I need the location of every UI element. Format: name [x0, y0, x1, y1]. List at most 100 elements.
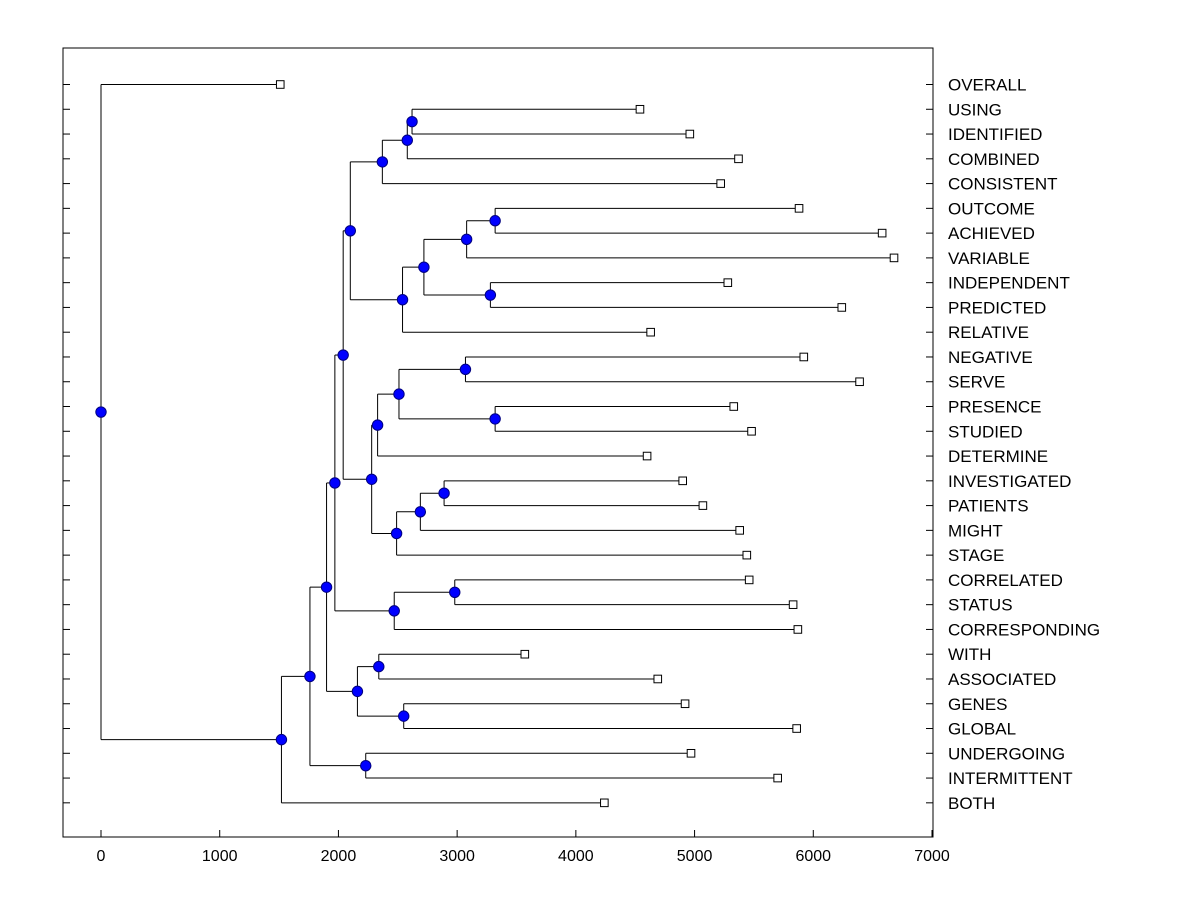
- merge-node: [371, 419, 384, 431]
- leaf-marker: [799, 352, 809, 362]
- merge-node: [396, 293, 409, 306]
- merge-node: [360, 759, 372, 772]
- leaf-label: PREDICTED: [948, 298, 1046, 317]
- leaf-marker: [685, 129, 695, 139]
- merge-nodes: [95, 115, 501, 772]
- leaf-label: UNDERGOING: [948, 744, 1065, 763]
- leaf-marker: [734, 154, 743, 164]
- x-tick-label: 7000: [914, 848, 950, 865]
- x-tick-label: 6000: [795, 848, 831, 865]
- dendrogram-branches: [100, 84, 895, 804]
- merge-node: [438, 487, 450, 499]
- merge-node: [398, 710, 410, 722]
- leaf-marker: [520, 649, 530, 659]
- leaf-label: INTERMITTENT: [948, 769, 1073, 788]
- leaf-marker: [792, 724, 801, 733]
- leaf-label: OUTCOME: [948, 199, 1035, 218]
- merge-node: [401, 134, 413, 146]
- merge-node: [373, 660, 385, 673]
- leaf-label: SERVE: [948, 373, 1005, 392]
- leaf-label: VARIABLE: [948, 249, 1030, 268]
- merge-node: [351, 685, 364, 698]
- leaf-marker: [747, 426, 756, 436]
- merge-node: [344, 225, 356, 237]
- leaf-label: BOTH: [948, 794, 995, 813]
- merge-node: [320, 581, 333, 593]
- y-axis-ticks: [63, 84, 933, 804]
- merge-node: [489, 413, 501, 425]
- leaf-marker: [646, 327, 655, 337]
- leaf-marker: [794, 204, 804, 213]
- leaf-label: DETERMINE: [948, 447, 1048, 466]
- merge-node: [365, 473, 378, 485]
- leaf-marker: [600, 798, 609, 808]
- leaf-marker: [698, 501, 708, 510]
- leaf-marker: [635, 104, 645, 114]
- merge-node: [484, 289, 497, 301]
- x-tick-label: 1000: [202, 848, 238, 865]
- leaf-marker: [788, 600, 798, 609]
- leaf-label: INVESTIGATED: [948, 472, 1071, 491]
- leaf-marker: [653, 674, 663, 684]
- merge-node: [460, 233, 473, 246]
- merge-node: [406, 115, 418, 128]
- merge-node: [376, 156, 389, 168]
- leaf-label: CONSISTENT: [948, 175, 1058, 194]
- leaf-label: ASSOCIATED: [948, 670, 1056, 689]
- leaf-marker: [275, 80, 285, 89]
- leaf-marker: [680, 699, 690, 709]
- leaf-marker: [855, 377, 864, 387]
- leaf-label: GENES: [948, 695, 1008, 714]
- leaf-marker: [889, 253, 899, 263]
- leaf-label: STATUS: [948, 596, 1013, 615]
- merge-node: [329, 477, 341, 489]
- leaf-marker: [837, 303, 847, 312]
- leaf-label: IDENTIFIED: [948, 125, 1042, 144]
- leaf-marker: [723, 278, 733, 287]
- x-axis: 0 1000 2000 3000 4000 5000 6000 7000: [97, 830, 950, 865]
- leaf-label: STUDIED: [948, 422, 1023, 441]
- leaf-marker: [793, 625, 803, 634]
- leaf-label: WITH: [948, 645, 991, 664]
- leaf-labels: OVERALL USING IDENTIFIED COMBINED CONSISTENT…: [948, 76, 1100, 813]
- leaf-label: GLOBAL: [948, 720, 1016, 739]
- leaf-label: OVERALL: [948, 76, 1026, 95]
- leaf-label: USING: [948, 100, 1002, 119]
- leaf-marker: [686, 748, 696, 758]
- x-tick-label: 3000: [439, 848, 475, 865]
- leaf-label: COMBINED: [948, 150, 1040, 169]
- leaf-label: RELATIVE: [948, 323, 1029, 342]
- leaf-label: MIGHT: [948, 521, 1003, 540]
- leaf-marker: [735, 526, 744, 535]
- leaf-marker: [744, 575, 754, 585]
- merge-node: [275, 733, 288, 746]
- leaf-label: ACHIEVED: [948, 224, 1035, 243]
- x-tick-label: 4000: [558, 848, 594, 865]
- leaf-label: PRESENCE: [948, 398, 1042, 417]
- merge-node: [388, 605, 400, 617]
- leaf-marker: [678, 476, 688, 486]
- plot-frame: [62, 47, 934, 838]
- leaf-marker: [716, 179, 725, 188]
- merge-node: [489, 215, 501, 227]
- leaf-label: STAGE: [948, 546, 1004, 565]
- leaf-marker: [729, 402, 739, 411]
- x-tick-label: 5000: [677, 848, 713, 865]
- leaf-marker: [742, 550, 752, 560]
- leaf-label: CORRELATED: [948, 571, 1063, 590]
- merge-node: [414, 506, 427, 518]
- leaf-markers: [275, 80, 899, 808]
- merge-node: [418, 261, 430, 273]
- leaf-label: CORRESPONDING: [948, 620, 1100, 639]
- merge-node: [337, 349, 349, 361]
- merge-node: [459, 363, 472, 376]
- leaf-marker: [877, 228, 887, 238]
- leaf-label: INDEPENDENT: [948, 274, 1070, 293]
- merge-node: [449, 586, 461, 598]
- merge-node: [95, 406, 107, 418]
- merge-node: [304, 670, 316, 683]
- leaf-marker: [642, 451, 652, 461]
- merge-node: [393, 388, 405, 400]
- x-tick-label: 0: [97, 848, 106, 865]
